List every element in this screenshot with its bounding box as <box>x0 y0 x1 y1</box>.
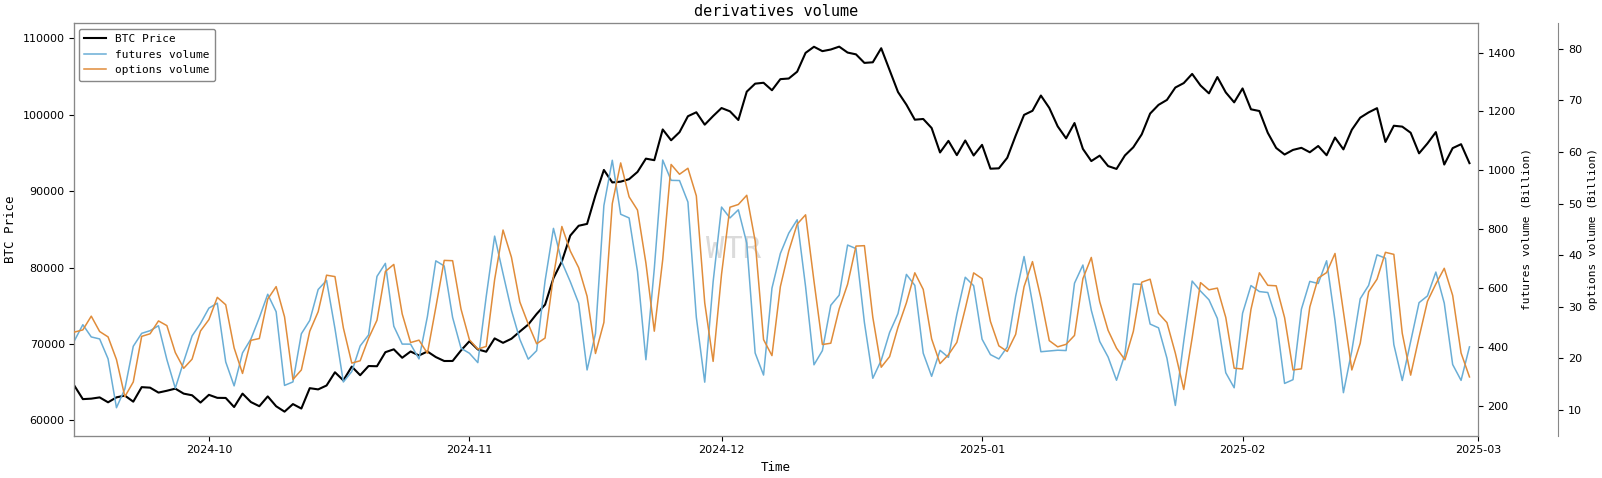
Line: futures volume: futures volume <box>74 160 1469 408</box>
Title: derivatives volume: derivatives volume <box>694 4 859 19</box>
Text: WTR: WTR <box>706 236 761 264</box>
Y-axis label: futures volume (Billion): futures volume (Billion) <box>1522 148 1532 310</box>
Y-axis label: options volume (Billion): options volume (Billion) <box>1588 148 1597 310</box>
X-axis label: Time: Time <box>761 461 791 474</box>
Y-axis label: BTC Price: BTC Price <box>5 196 18 263</box>
Legend: BTC Price, futures volume, options volume: BTC Price, futures volume, options volum… <box>78 29 215 81</box>
Line: BTC Price: BTC Price <box>74 47 1469 412</box>
Line: options volume: options volume <box>74 163 1469 397</box>
